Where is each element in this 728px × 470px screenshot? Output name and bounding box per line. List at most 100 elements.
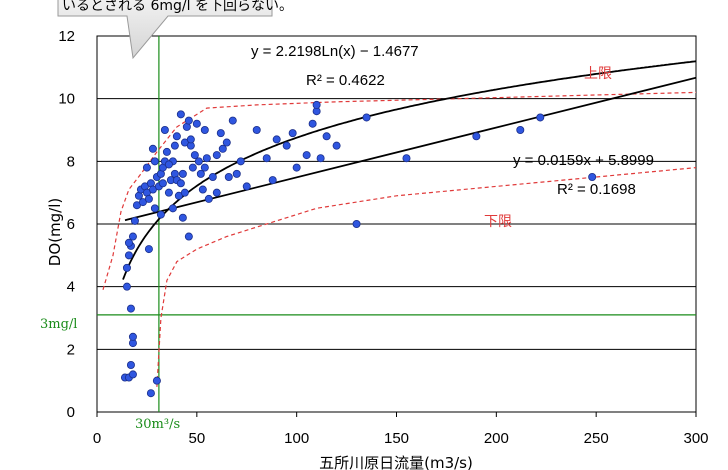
data-point (144, 245, 153, 254)
y-tick-label: 0 (67, 404, 75, 421)
data-point (176, 110, 185, 119)
upper-limit-line (102, 91, 696, 290)
data-point (126, 304, 135, 313)
x-tick-label: 100 (284, 430, 309, 447)
data-point (200, 126, 209, 135)
data-point (208, 172, 217, 181)
data-point (188, 163, 197, 172)
data-point (312, 100, 321, 109)
log-r2-label: R² = 0.4622 (306, 72, 385, 89)
data-point (184, 232, 193, 241)
data-point (212, 151, 221, 160)
log-equation-label: y = 2.2198Ln(x) − 1.4677 (251, 43, 419, 60)
data-point (192, 119, 201, 128)
y-tick-label: 12 (58, 28, 75, 45)
data-point (124, 238, 133, 247)
data-point (308, 119, 317, 128)
data-point (402, 154, 411, 163)
data-point (190, 151, 199, 160)
linear-trendline (124, 76, 696, 222)
x-tick-label: 300 (683, 430, 708, 447)
y-tick-labels: 0 2 4 6 8 10 12 (58, 28, 75, 421)
data-point (148, 144, 157, 153)
data-point (164, 188, 173, 197)
upper-limit-label: 上限 (584, 66, 612, 82)
data-point (212, 188, 221, 197)
data-point (322, 132, 331, 141)
data-point (216, 129, 225, 138)
y-tick-label: 4 (67, 279, 75, 296)
data-point (332, 141, 341, 150)
y-tick-label: 8 (67, 153, 75, 170)
threshold-3mgl-label: 3mg/l (40, 317, 77, 332)
x-tick-label: 50 (188, 430, 205, 447)
data-point (156, 210, 165, 219)
data-point (168, 204, 177, 213)
data-point (228, 116, 237, 125)
data-point (122, 282, 131, 291)
data-point (126, 360, 135, 369)
data-point (200, 163, 209, 172)
envelope-lines (102, 91, 696, 387)
data-point (178, 169, 187, 178)
data-point (202, 154, 211, 163)
data-point (352, 219, 361, 228)
data-point (194, 157, 203, 166)
data-point (516, 126, 525, 135)
x-tick-label: 250 (584, 430, 609, 447)
data-point (288, 129, 297, 138)
data-point (162, 147, 171, 156)
callout-text: いるとされる 6mg/l を下回らない。 (62, 0, 293, 14)
data-point (232, 169, 241, 178)
data-point (160, 126, 169, 135)
gridlines (96, 98, 697, 417)
x-axis-title: 五所川原日流量(m3/s) (319, 454, 473, 470)
data-point (536, 113, 545, 122)
data-point (204, 194, 213, 203)
data-point (242, 182, 251, 191)
data-point (222, 138, 231, 147)
flow-30-label: 30m³/s (135, 417, 180, 432)
data-point (218, 144, 227, 153)
data-point (164, 160, 173, 169)
data-point (224, 172, 233, 181)
data-point (316, 154, 325, 163)
data-point (262, 154, 271, 163)
y-tick-label: 10 (58, 91, 75, 108)
data-point (252, 126, 261, 135)
data-point (186, 135, 195, 144)
data-point (158, 179, 167, 188)
data-point (472, 132, 481, 141)
data-point (122, 263, 131, 272)
data-point (268, 176, 277, 185)
y-tick-label: 6 (67, 216, 75, 233)
data-point (180, 188, 189, 197)
data-point (184, 116, 193, 125)
data-points (120, 100, 597, 398)
callout-bubble: いるとされる 6mg/l を下回らない。 (57, 0, 293, 60)
data-point (142, 163, 151, 172)
log-trendline (122, 60, 696, 280)
trend-lines (122, 60, 696, 280)
x-tick-label: 150 (384, 430, 409, 447)
data-point (362, 113, 371, 122)
data-point (236, 157, 245, 166)
y-axis-title: DO(mg/l) (46, 198, 64, 266)
data-point (172, 132, 181, 141)
y-tick-label: 2 (67, 341, 75, 358)
data-point (150, 204, 159, 213)
data-point (128, 370, 137, 379)
data-point (152, 376, 161, 385)
x-tick-label: 0 (93, 430, 101, 447)
data-point (588, 172, 597, 181)
data-point (302, 151, 311, 160)
lower-limit-line (156, 167, 696, 387)
data-point (178, 213, 187, 222)
data-point (130, 216, 139, 225)
lower-limit-label: 下限 (484, 214, 512, 230)
x-tick-label: 200 (484, 430, 509, 447)
data-point (128, 232, 137, 241)
data-point (150, 157, 159, 166)
data-point (146, 389, 155, 398)
